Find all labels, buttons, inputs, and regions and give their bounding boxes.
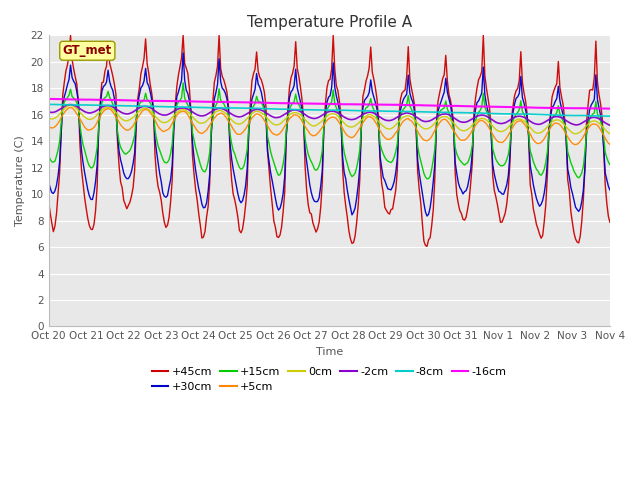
- Y-axis label: Temperature (C): Temperature (C): [15, 135, 25, 226]
- Title: Temperature Profile A: Temperature Profile A: [247, 15, 412, 30]
- X-axis label: Time: Time: [316, 347, 343, 357]
- Legend: +45cm, +30cm, +15cm, +5cm, 0cm, -2cm, -8cm, -16cm: +45cm, +30cm, +15cm, +5cm, 0cm, -2cm, -8…: [147, 362, 511, 396]
- Text: GT_met: GT_met: [63, 44, 112, 57]
